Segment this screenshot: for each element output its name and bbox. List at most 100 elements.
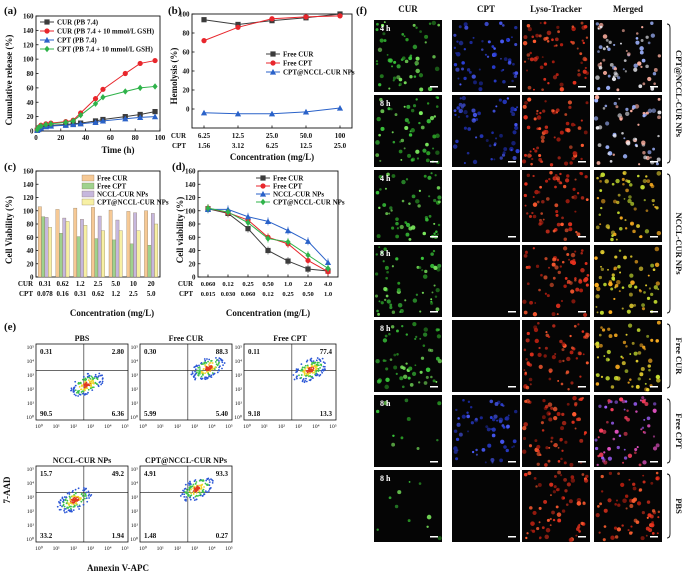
panel-f-cell-dot	[581, 473, 585, 476]
panel-f-cell-dot	[606, 45, 609, 48]
panel-a-point	[70, 117, 76, 125]
panel-f-image-5-1	[452, 395, 520, 467]
panel-f-cell-dot	[419, 30, 422, 33]
panel-f-cell-dot	[422, 344, 426, 347]
panel-f-cell-dot	[522, 299, 527, 304]
panel-f-cell-dot	[655, 162, 659, 166]
panel-e-event-dot	[318, 374, 321, 377]
panel-f-cell-dot	[576, 501, 582, 506]
panel-f-cell-dot	[502, 425, 506, 429]
panel-e-event-dot	[89, 495, 92, 497]
panel-f-cell-dot	[568, 538, 573, 542]
panel-f-cell-dot	[614, 503, 617, 506]
panel-e-plot-frame	[139, 343, 233, 421]
panel-f-cell-dot	[596, 196, 600, 200]
panel-f-cell-dot	[617, 503, 621, 507]
panel-f-cell-dot	[526, 125, 531, 130]
panel-d-row-label-cur: CUR	[178, 280, 194, 288]
panel-f-cell-dot	[545, 527, 551, 533]
panel-f-cell-dot	[605, 38, 609, 42]
panel-c-cpt-tick: 0.078	[37, 290, 53, 298]
panel-f-cell-dot	[376, 379, 381, 384]
panel-e-event-dot	[82, 489, 85, 492]
panel-e-xtick-label: 10¹	[53, 546, 61, 552]
panel-e-event-dot	[196, 365, 199, 367]
panel-a-ytick-label: 20	[27, 113, 35, 121]
panel-e-event-dot	[198, 369, 201, 372]
panel-e-event-dot	[68, 505, 71, 508]
panel-f-cell-dot	[536, 200, 540, 204]
panel-e-event-dot	[208, 375, 210, 378]
panel-f-cell-dot	[554, 265, 559, 270]
panel-f-cell-dot	[457, 77, 460, 80]
panel-f-cell-dot	[437, 401, 442, 406]
panel-f-cell-dot	[653, 68, 658, 72]
panel-d-ytick-label: 60	[189, 234, 197, 242]
panel-f-cell-dot	[657, 54, 661, 58]
panel-e-label: (e)	[4, 321, 17, 333]
panel-f-cell-dot	[570, 381, 574, 385]
panel-e-xtick-label: 10⁰	[35, 545, 44, 552]
panel-e-event-dot	[59, 502, 62, 504]
panel-f-cell-dot	[636, 446, 639, 449]
panel-f-time-label: 4 h	[380, 24, 391, 33]
panel-e-event-dot	[201, 491, 204, 493]
panel-f-cell-dot	[635, 384, 640, 389]
panel-f-cell-dot	[404, 59, 409, 64]
panel-c-bar	[136, 230, 141, 278]
panel-f-cell-dot	[643, 291, 646, 294]
panel-e-event-dot	[203, 493, 205, 496]
panel-f-cell-dot	[404, 126, 409, 131]
panel-e-event-dot	[191, 371, 194, 373]
panel-f-cell-dot	[645, 209, 649, 213]
panel-f-cell-dot	[598, 213, 602, 217]
panel-e-event-dot	[218, 357, 221, 359]
panel-e-plot-title: PBS	[75, 334, 90, 343]
panel-f-cell-dot	[456, 422, 461, 427]
panel-f-cell-dot	[597, 27, 600, 30]
panel-f-cell-dot	[617, 193, 621, 197]
panel-f-cell-dot	[377, 312, 380, 316]
panel-e-event-dot	[73, 493, 76, 496]
panel-f-cell-dot	[642, 114, 646, 118]
panel-f-cell-dot	[638, 266, 644, 271]
panel-e-event-dot	[77, 487, 80, 490]
panel-a-point	[92, 100, 99, 107]
panel-f-cell-dot	[647, 76, 652, 82]
panel-e-quadrant-lr: 5.40	[216, 410, 229, 418]
panel-e-event-dot	[204, 490, 207, 493]
panel-f-cell-dot	[626, 417, 630, 422]
panel-f-cell-dot	[541, 415, 546, 420]
panel-f-cell-dot	[571, 25, 575, 28]
panel-d-point	[285, 258, 291, 264]
panel-e-ylabel: 7-AAD	[2, 476, 12, 503]
panel-f-cell-dot	[375, 272, 379, 276]
panel-f-cell-dot	[607, 47, 611, 51]
panel-f-cell-dot	[466, 414, 470, 419]
panel-f-cell-dot	[407, 121, 411, 124]
panel-f-cell-dot	[552, 109, 555, 112]
panel-e-event-dot	[296, 370, 298, 373]
panel-f-cell-dot	[424, 269, 428, 274]
panel-f-cell-dot	[392, 434, 395, 438]
panel-e-event-dot	[66, 499, 69, 502]
panel-f-cell-dot	[541, 526, 545, 530]
panel-c-bar	[48, 227, 52, 278]
panel-e-event-dot	[188, 486, 191, 489]
panel-b-point	[235, 21, 241, 28]
panel-e-event-dot	[85, 495, 87, 497]
panel-f-cell-dot	[415, 63, 418, 66]
panel-f-cell-dot	[472, 112, 478, 118]
panel-e-event-dot	[72, 509, 75, 512]
panel-c-plot-area: 0204060801001201401600.310.0780.620.161.…	[18, 168, 169, 299]
panel-f-cell-dot	[572, 80, 577, 85]
panel-e-event-dot	[65, 496, 68, 499]
panel-f-cell-dot	[599, 428, 604, 433]
panel-f-cell-dot	[493, 158, 496, 161]
panel-f-cell-dot	[643, 431, 647, 435]
panel-f-cell-dot	[526, 282, 530, 286]
panel-f-cell-dot	[535, 112, 539, 116]
panel-a-point	[137, 114, 144, 120]
